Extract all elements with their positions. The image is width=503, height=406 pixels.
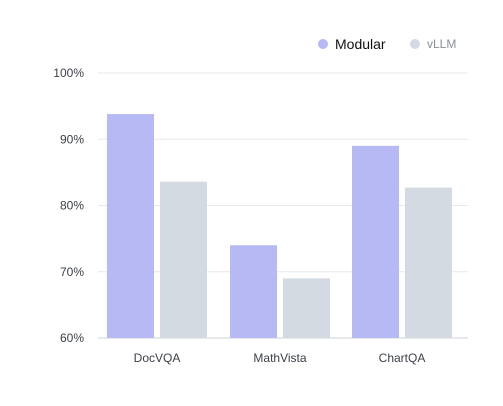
legend-swatch-vllm xyxy=(410,39,420,49)
y-tick-label: 90% xyxy=(60,132,84,146)
legend-swatch-modular xyxy=(318,39,328,49)
legend-item-modular: Modular xyxy=(318,35,386,53)
bar-modular-chartqa xyxy=(352,145,399,338)
bar-modular-mathvista xyxy=(230,245,277,338)
bar-vllm-mathvista xyxy=(283,278,330,338)
legend-label-modular: Modular xyxy=(335,36,386,52)
bar-vllm-docvqa xyxy=(160,181,207,338)
legend-item-vllm: vLLM xyxy=(410,35,456,53)
bar-modular-docvqa xyxy=(107,114,154,338)
bar-vllm-chartqa xyxy=(405,187,452,338)
y-tick-label: 80% xyxy=(60,199,84,213)
legend-label-vllm: vLLM xyxy=(427,37,457,51)
x-tick-label: MathVista xyxy=(253,351,306,365)
y-tick-label: 60% xyxy=(60,331,84,345)
x-tick-label: ChartQA xyxy=(379,351,426,365)
y-tick-label: 100% xyxy=(53,66,84,80)
y-tick-label: 70% xyxy=(60,265,84,279)
x-tick-label: DocVQA xyxy=(134,351,181,365)
